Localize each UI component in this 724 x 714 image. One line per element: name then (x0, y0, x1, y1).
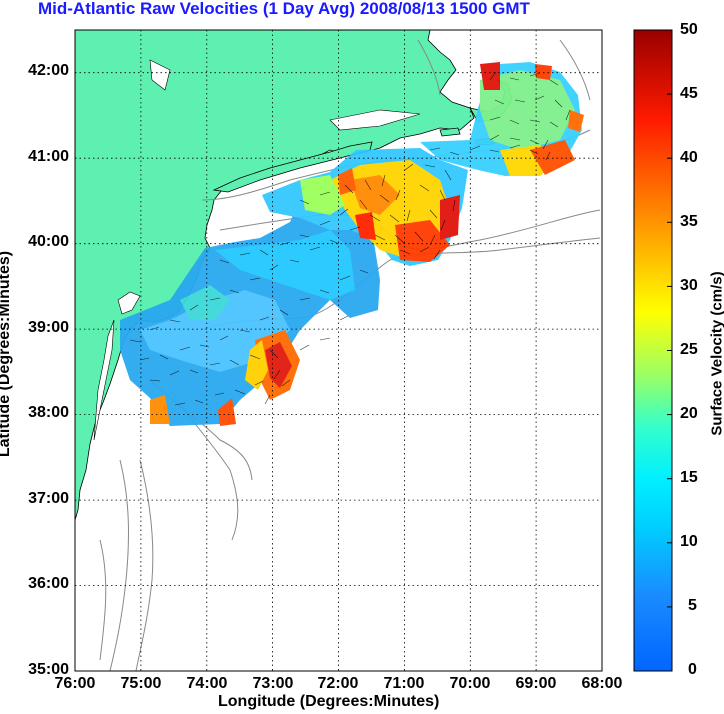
lon-tick-label: 74:00 (186, 675, 228, 692)
colorbar-tick-label: 40 (680, 149, 698, 166)
lon-tick-label: 76:00 (54, 675, 96, 692)
lon-tick-label: 73:00 (252, 675, 294, 692)
colorbar-label: Surface Velocity (cm/s) (708, 271, 724, 436)
lon-tick-label: 72:00 (317, 675, 359, 692)
lat-tick-label: 38:00 (28, 404, 69, 421)
lat-tick-label: 37:00 (28, 490, 69, 507)
lon-tick-label: 71:00 (383, 675, 425, 692)
colorbar-tick-label: 20 (680, 405, 698, 422)
colorbar-tick-label: 45 (680, 85, 698, 102)
land-mass (75, 30, 475, 521)
colorbar (633, 29, 673, 672)
colorbar-tick-label: 15 (680, 469, 698, 486)
colorbar-tick-label: 10 (680, 533, 698, 550)
x-axis-label: Longitude (Degrees:Minutes) (218, 693, 440, 710)
lat-tick-label: 40:00 (28, 233, 69, 250)
y-axis-label: Latitude (Degrees:Minutes) (0, 250, 13, 458)
long-island (212, 141, 373, 193)
map-title: Mid-Atlantic Raw Velocities (1 Day Avg) … (38, 0, 530, 18)
velocity-vectors (129, 71, 571, 406)
lat-tick-label: 35:00 (28, 661, 69, 678)
lon-tick-label: 70:00 (449, 675, 491, 692)
colorbar-tick-label: 35 (680, 213, 698, 230)
lon-tick-label: 69:00 (515, 675, 557, 692)
lat-tick-label: 39:00 (28, 319, 69, 336)
colorbar-tick-label: 5 (688, 597, 697, 614)
colorbar-tick-label: 30 (680, 277, 698, 294)
colorbar-tick-label: 25 (680, 341, 698, 358)
velocity-field (120, 62, 584, 426)
lat-tick-label: 42:00 (28, 62, 69, 79)
colorbar-tick-label: 50 (680, 21, 698, 38)
lon-tick-label: 75:00 (120, 675, 162, 692)
lat-tick-label: 36:00 (28, 575, 69, 592)
lat-tick-label: 41:00 (28, 148, 69, 165)
lon-tick-label: 68:00 (581, 675, 623, 692)
colorbar-tick-label: 0 (688, 661, 697, 678)
